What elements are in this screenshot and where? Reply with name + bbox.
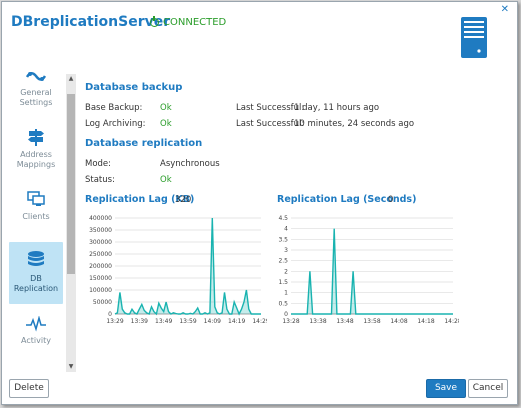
x-tick-label: 13:49 bbox=[155, 318, 172, 325]
y-tick-label: 400000 bbox=[89, 215, 112, 222]
y-tick-label: 3 bbox=[284, 247, 288, 254]
scroll-down-icon[interactable]: ▼ bbox=[68, 363, 74, 370]
server-title: DBreplicationServer bbox=[11, 14, 171, 30]
x-tick-label: 13:38 bbox=[309, 318, 326, 325]
scroll-up-icon[interactable]: ▲ bbox=[68, 75, 74, 82]
log-archiving-value: Ok bbox=[160, 119, 172, 129]
series-line bbox=[114, 217, 261, 316]
sidebar-scrollbar[interactable]: ▲ ▼ bbox=[66, 74, 76, 372]
database-icon bbox=[28, 251, 44, 266]
series-area bbox=[115, 218, 261, 314]
power-icon bbox=[150, 16, 159, 27]
base-last-value: 1 day, 11 hours ago bbox=[294, 103, 380, 113]
connection-status: CONNECTED bbox=[150, 16, 227, 28]
x-tick-label: 14:09 bbox=[204, 318, 221, 325]
sidebar-item-label: DB Replication bbox=[13, 274, 59, 293]
signpost-icon bbox=[28, 129, 44, 146]
log-archiving-label: Log Archiving: bbox=[85, 119, 146, 129]
y-tick-label: 3.5 bbox=[278, 236, 288, 243]
y-tick-label: 200000 bbox=[89, 263, 112, 270]
x-tick-label: 13:39 bbox=[131, 318, 148, 325]
x-tick-label: 13:28 bbox=[282, 318, 299, 325]
chart-replication-lag-seconds: 4.5 4 3.5 3 2.5 2 1.5 1 0.5 013:28 13:38 13:48 13:58… bbox=[278, 215, 459, 325]
sidebar-item-clients[interactable]: Clients bbox=[9, 190, 63, 250]
series-line bbox=[291, 228, 453, 315]
sidebar-item-label: Activity bbox=[21, 336, 51, 345]
y-tick-label: 150000 bbox=[89, 275, 112, 282]
y-tick-label: 250000 bbox=[89, 251, 112, 258]
y-tick-label: 300000 bbox=[89, 239, 112, 246]
base-last-label: Last Successful: bbox=[236, 103, 305, 113]
replication-section-title: Database replication bbox=[85, 138, 203, 149]
scroll-thumb[interactable] bbox=[67, 94, 75, 274]
x-tick-label: 13:58 bbox=[363, 318, 380, 325]
y-tick-label: 0.5 bbox=[278, 300, 288, 307]
log-last-value: 10 minutes, 24 seconds ago bbox=[294, 119, 415, 129]
sidebar-item-activity[interactable]: Activity bbox=[9, 316, 63, 376]
delete-button[interactable]: Delete bbox=[9, 379, 49, 398]
y-tick-label: 4 bbox=[284, 226, 288, 233]
x-tick-label: 14:28 bbox=[444, 318, 459, 325]
replication-status-value: Ok bbox=[160, 175, 172, 185]
y-tick-label: 0 bbox=[284, 311, 288, 318]
log-last-label: Last Successful: bbox=[236, 119, 305, 129]
cancel-button[interactable]: Cancel bbox=[468, 379, 508, 398]
sidebar-item-label: Clients bbox=[22, 212, 50, 221]
base-backup-value: Ok bbox=[160, 103, 172, 113]
y-tick-label: 350000 bbox=[89, 227, 112, 234]
close-icon[interactable]: ✕ bbox=[500, 4, 509, 15]
sidebar-item-db-replication[interactable]: DB Replication bbox=[9, 242, 63, 304]
clients-icon bbox=[27, 191, 45, 206]
backup-section-title: Database backup bbox=[85, 82, 183, 93]
save-button[interactable]: Save bbox=[426, 379, 466, 398]
mode-label: Mode: bbox=[85, 159, 112, 169]
y-tick-label: 1 bbox=[284, 290, 288, 297]
y-tick-label: 50000 bbox=[93, 299, 112, 306]
replication-status-label: Status: bbox=[85, 175, 115, 185]
chart-title-kb: Replication Lag (KB) bbox=[85, 194, 195, 205]
y-tick-label: 4.5 bbox=[278, 215, 288, 222]
mode-value: Asynchronous bbox=[160, 159, 220, 169]
y-tick-label: 2.5 bbox=[278, 258, 288, 265]
y-tick-label: 100000 bbox=[89, 287, 112, 294]
sidebar-item-label: General Settings bbox=[19, 88, 53, 107]
chart-replication-lag-kb: 400000 350000 300000 250000 200000 150000 1000… bbox=[89, 215, 267, 325]
server-icon bbox=[461, 17, 487, 58]
x-tick-label: 14:08 bbox=[390, 318, 407, 325]
sidebar: General Settings Address Mappings Client… bbox=[2, 70, 68, 372]
x-tick-label: 14:18 bbox=[417, 318, 434, 325]
main-content: Database backup Base Backup: Ok Last Suc… bbox=[85, 72, 515, 372]
y-tick-label: 2 bbox=[284, 268, 288, 275]
x-tick-label: 13:59 bbox=[179, 318, 196, 325]
sidebar-item-label: Address Mappings bbox=[16, 150, 56, 169]
status-text: CONNECTED bbox=[163, 17, 227, 28]
settings-icon bbox=[26, 72, 46, 81]
x-tick-label: 13:48 bbox=[336, 318, 353, 325]
x-tick-label: 14:29 bbox=[252, 318, 267, 325]
base-backup-label: Base Backup: bbox=[85, 103, 143, 113]
y-tick-label: 1.5 bbox=[278, 279, 288, 286]
chart-current-seconds: 0 bbox=[388, 195, 394, 205]
chart-current-kb: 320 bbox=[175, 195, 192, 205]
activity-icon bbox=[26, 316, 46, 332]
y-tick-label: 0 bbox=[108, 311, 112, 318]
x-tick-label: 13:29 bbox=[106, 318, 123, 325]
chart-title-seconds: Replication Lag (Seconds) bbox=[277, 194, 417, 205]
sidebar-item-general-settings[interactable]: General Settings bbox=[9, 70, 63, 130]
sidebar-item-address-mappings[interactable]: Address Mappings bbox=[9, 128, 63, 188]
x-tick-label: 14:19 bbox=[228, 318, 245, 325]
